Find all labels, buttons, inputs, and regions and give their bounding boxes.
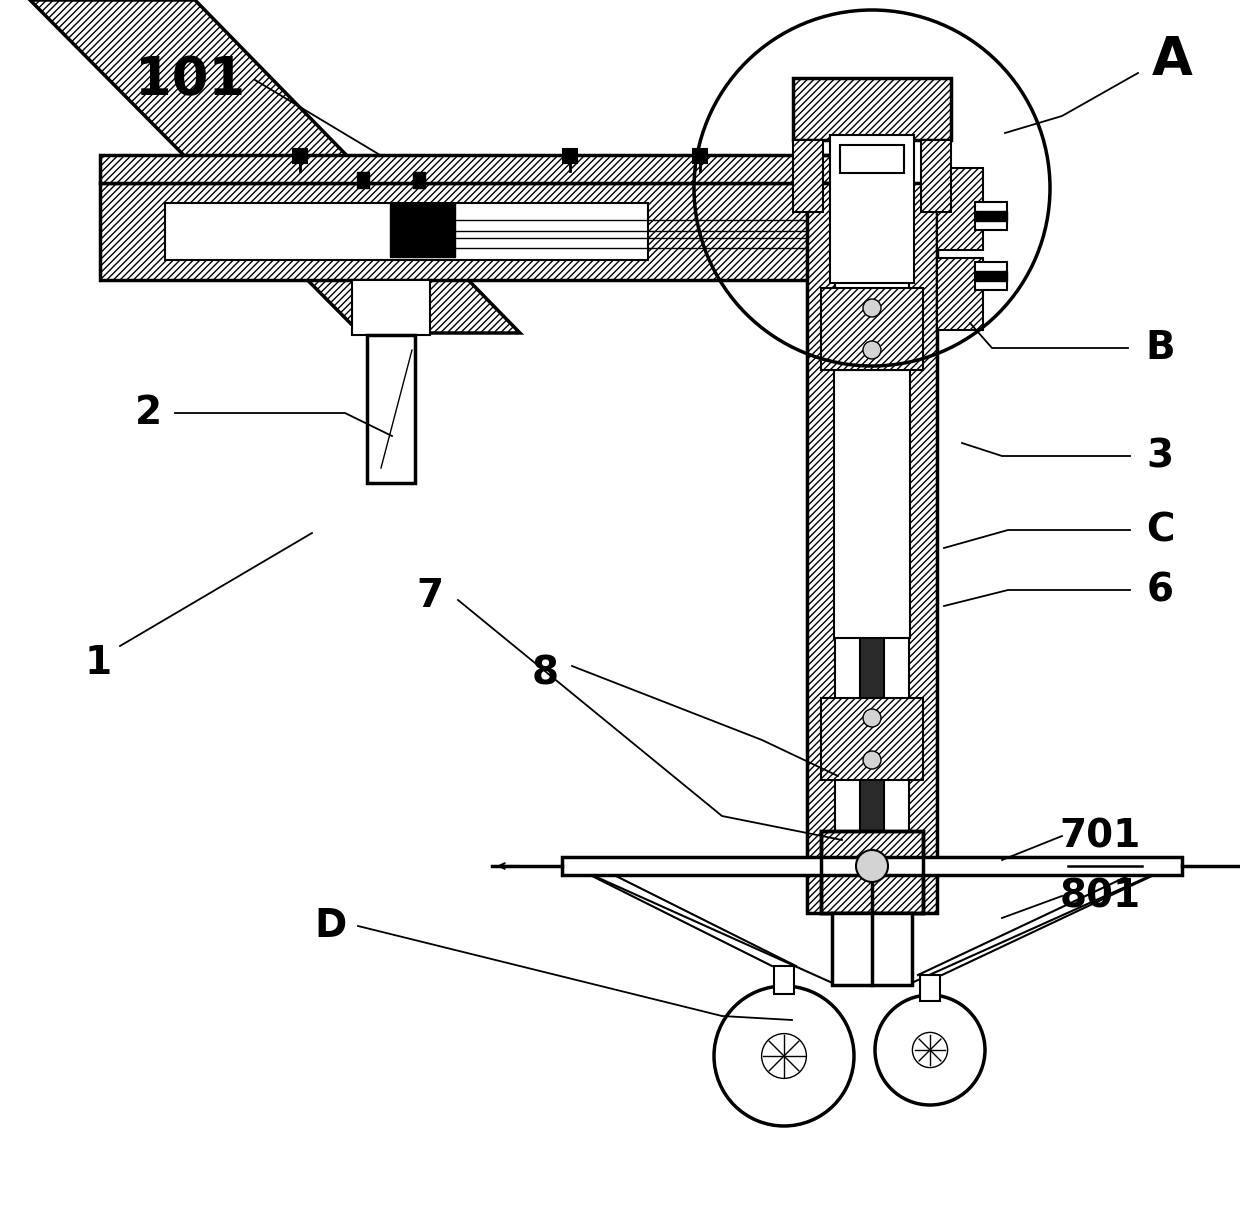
Bar [807, 183, 937, 912]
Bar [293, 149, 308, 163]
Bar [165, 203, 649, 260]
Circle shape [714, 986, 854, 1126]
Bar [563, 149, 577, 163]
Polygon shape [821, 289, 923, 370]
Text: D: D [314, 907, 346, 946]
Text: A: A [1152, 34, 1193, 86]
Circle shape [863, 298, 880, 317]
Text: 1: 1 [84, 643, 112, 682]
Polygon shape [100, 183, 870, 280]
Bar [821, 831, 923, 912]
Bar [832, 912, 911, 985]
Polygon shape [794, 140, 823, 212]
Circle shape [863, 752, 880, 769]
Text: 8: 8 [532, 655, 558, 693]
Bar [839, 145, 904, 173]
Text: 2: 2 [134, 394, 161, 432]
Polygon shape [807, 183, 835, 912]
Bar [975, 201, 1007, 230]
Bar [413, 172, 425, 188]
Text: C: C [1146, 511, 1174, 549]
Circle shape [875, 995, 985, 1105]
Polygon shape [821, 698, 923, 780]
Text: 3: 3 [1147, 437, 1173, 475]
Text: 101: 101 [135, 54, 246, 106]
Bar [367, 335, 415, 483]
Polygon shape [921, 140, 951, 212]
Text: B: B [1146, 329, 1174, 367]
Polygon shape [937, 258, 983, 330]
Text: 701: 701 [1059, 817, 1141, 855]
Bar [693, 149, 707, 163]
Bar [357, 172, 370, 188]
Polygon shape [100, 155, 870, 183]
Circle shape [913, 1033, 947, 1067]
Bar [774, 966, 794, 993]
Bar [861, 359, 884, 858]
Circle shape [863, 341, 880, 359]
Text: 7: 7 [417, 577, 444, 615]
Text: 801: 801 [1059, 877, 1141, 915]
Bar [352, 280, 430, 335]
Bar [830, 135, 914, 282]
Text: 6: 6 [1147, 571, 1173, 609]
Bar [835, 370, 910, 639]
Polygon shape [794, 79, 951, 140]
Bar [975, 211, 1007, 221]
Bar [920, 975, 940, 1001]
Polygon shape [937, 168, 983, 251]
Polygon shape [30, 0, 520, 333]
Circle shape [856, 850, 888, 882]
Circle shape [863, 709, 880, 727]
Bar [975, 271, 1007, 281]
Polygon shape [909, 183, 937, 912]
Bar [391, 203, 455, 257]
Bar [562, 857, 1182, 876]
Bar [975, 262, 1007, 290]
Polygon shape [821, 831, 923, 912]
Circle shape [761, 1034, 806, 1078]
